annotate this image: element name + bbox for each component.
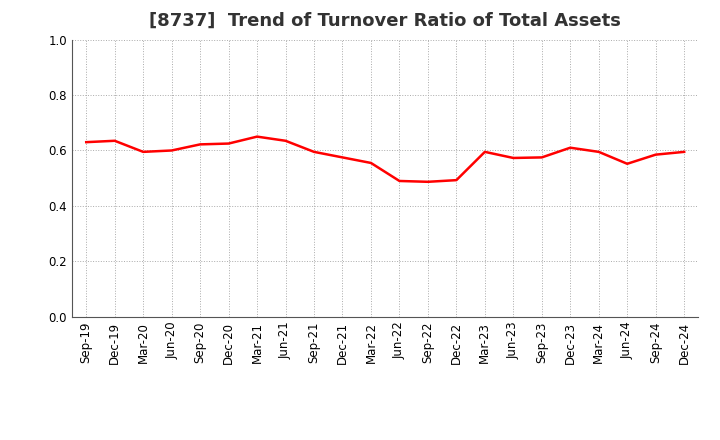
- Title: [8737]  Trend of Turnover Ratio of Total Assets: [8737] Trend of Turnover Ratio of Total …: [149, 12, 621, 30]
